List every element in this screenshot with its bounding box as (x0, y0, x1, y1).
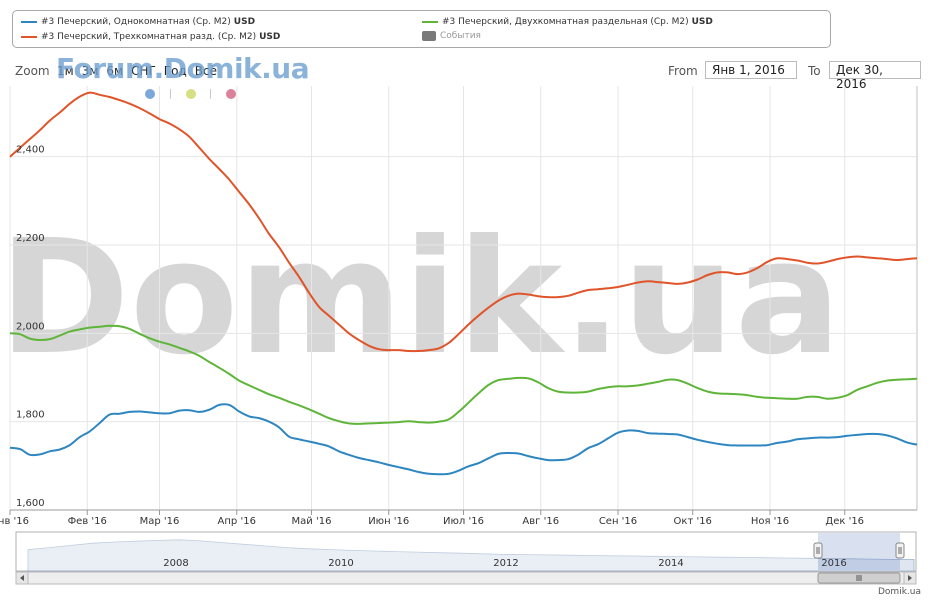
series-one-room-line[interactable] (9, 403, 918, 476)
x-tick-label: Янв '16 (0, 516, 29, 527)
legend-item-one-room[interactable]: #3 Печерский, Однокомнатная (Ср. M2) USD (21, 17, 255, 27)
legend-unit-three-room: USD (259, 32, 281, 42)
x-tick-label: Апр '16 (218, 516, 256, 527)
y-tick-label: 2,200 (16, 233, 45, 244)
legend-item-two-room[interactable]: #3 Печерский, Двухкомнатная раздельная (… (422, 17, 713, 27)
zoom-1m-button[interactable]: 1м (57, 64, 74, 78)
zoom-all-button[interactable]: Всё (194, 64, 217, 78)
legend-label-three-room: #3 Печерский, Трехкомнатная разд. (Ср. M… (41, 32, 257, 42)
footer-credit: Domik.ua (878, 587, 921, 597)
y-tick-label: 1,800 (16, 410, 45, 421)
event-separator-1 (170, 89, 171, 99)
event-dot-3[interactable] (226, 89, 236, 99)
legend-swatch-events (422, 31, 436, 41)
legend-unit-two-room: USD (691, 17, 713, 27)
legend-item-events[interactable]: События (422, 31, 481, 41)
scrollbar-track[interactable] (15, 571, 917, 585)
x-tick-label: Май '16 (292, 516, 332, 527)
navigator-year-label: 2012 (493, 558, 518, 569)
navigator-year-label: 2016 (821, 558, 846, 569)
x-tick-label: Июн '16 (368, 516, 409, 527)
legend-item-three-room[interactable]: #3 Печерский, Трехкомнатная разд. (Ср. M… (21, 32, 280, 42)
x-tick-label: Фев '16 (68, 516, 107, 527)
scroll-right-arrow-icon (908, 575, 912, 581)
legend-label-events: События (440, 31, 481, 41)
to-label: To (808, 64, 821, 78)
y-tick-label: 1,600 (16, 498, 45, 509)
navigator-year-label: 2010 (328, 558, 353, 569)
domik-watermark: Domik.ua (0, 206, 841, 390)
x-tick-label: Мар '16 (140, 516, 180, 527)
navigator-year-label: 2008 (163, 558, 188, 569)
navigator-series-area (27, 539, 915, 572)
zoom-3m-button[interactable]: 3м (81, 64, 99, 78)
x-tick-label: Дек '16 (825, 516, 864, 527)
series-layer (9, 91, 918, 476)
series-three-room-line[interactable] (9, 91, 918, 353)
x-tick-label: Авг '16 (522, 516, 559, 527)
legend-swatch-three-room (21, 36, 37, 38)
legend-unit-one-room: USD (233, 17, 256, 27)
zoom-6m-button[interactable]: 6м (106, 64, 124, 78)
navigator-mask-left (18, 533, 818, 570)
zoom-ytd-button[interactable]: СНГ (131, 64, 156, 78)
navigator-selected-range[interactable] (818, 533, 900, 570)
y-tick-label: 2,400 (16, 145, 45, 156)
x-tick-label: Ноя '16 (751, 516, 789, 527)
navigator[interactable]: 2008 2010 2012 2014 2016 (15, 531, 917, 585)
zoom-1y-button[interactable]: Год (163, 64, 187, 78)
y-tick-label: 2,000 (16, 321, 45, 332)
scroll-left-arrow-icon (20, 575, 24, 581)
series-two-room-line[interactable] (9, 324, 918, 425)
legend-label-two-room: #3 Печерский, Двухкомнатная раздельная (… (442, 17, 689, 27)
zoom-label: Zoom (15, 64, 50, 78)
navigator-left-handle[interactable] (813, 542, 823, 559)
chart-legend: #3 Печерский, Однокомнатная (Ср. M2) USD… (12, 10, 831, 48)
x-tick-label: Сен '16 (599, 516, 637, 527)
legend-swatch-one-room (21, 21, 37, 23)
from-date-input[interactable]: Янв 1, 2016 (705, 61, 797, 79)
event-separator-2 (210, 89, 211, 99)
legend-swatch-two-room (422, 21, 438, 23)
navigator-right-handle[interactable] (895, 542, 905, 559)
legend-label-one-room: #3 Печерский, Однокомнатная (Ср. M2) (41, 17, 231, 27)
to-date-input[interactable]: Дек 30, 2016 (829, 61, 921, 91)
x-tick-label: Окт '16 (674, 516, 712, 527)
forum-watermark: Forum.Domik.ua (56, 52, 310, 85)
event-dot-1[interactable] (145, 89, 155, 99)
event-dot-2[interactable] (186, 89, 196, 99)
zoom-buttons: 1м 3м 6м СНГ Год Всё (57, 64, 225, 78)
axis-layer: 1,600 1,800 2,000 2,200 2,400 Янв '16 Фев '16 М… (0, 145, 917, 527)
navigator-year-label: 2014 (658, 558, 683, 569)
x-tick-label: Июл '16 (443, 516, 484, 527)
from-label: From (668, 64, 698, 78)
